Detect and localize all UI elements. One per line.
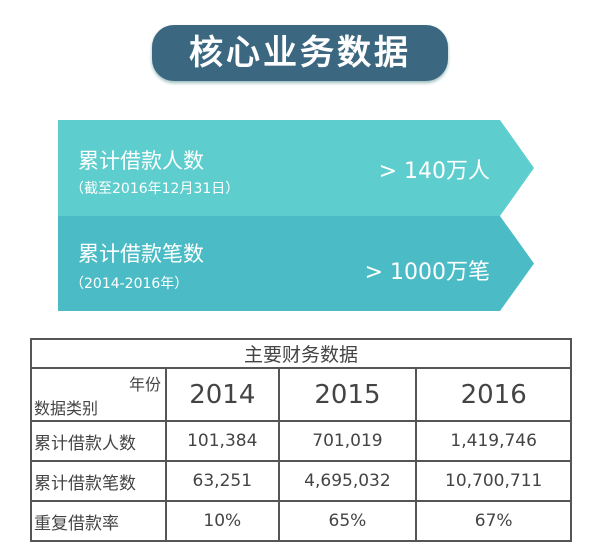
row-label: 重复借款率 xyxy=(30,500,167,542)
row-label: 累计借款人数 xyxy=(30,420,167,462)
table-row: 累计借款人数 101,384 701,019 1,419,746 xyxy=(30,420,572,462)
year-header: 2016 xyxy=(415,367,572,422)
table-cell: 101,384 xyxy=(165,420,280,462)
year-header: 2014 xyxy=(165,367,280,422)
table-cell: 10,700,711 xyxy=(415,460,572,502)
table-row: 累计借款笔数 63,251 4,695,032 10,700,711 xyxy=(30,460,572,502)
table-cell: 67% xyxy=(415,500,572,542)
table-header-row: 年份数据类别 2014 2015 2016 xyxy=(30,367,572,422)
table-cell: 701,019 xyxy=(277,420,418,462)
banner-value: > 140万人 xyxy=(378,159,490,184)
corner-bottom: 数据类别 xyxy=(34,398,99,418)
year-header: 2015 xyxy=(277,367,418,422)
banner-borrowers: 累计借款人数 （截至2016年12月31日） > 140万人 xyxy=(58,120,534,216)
financial-data-table: 主要财务数据 年份数据类别 2014 2015 2016 累计借款人数 101,… xyxy=(30,338,572,542)
corner-cell: 年份数据类别 xyxy=(30,367,167,422)
banner-note: （2014-2016年） xyxy=(70,276,189,292)
table-cell: 10% xyxy=(165,500,280,542)
table-cell: 4,695,032 xyxy=(277,460,418,502)
table-title: 主要财务数据 xyxy=(30,338,572,369)
banner-value: > 1000万笔 xyxy=(364,260,490,285)
corner-top: 年份 xyxy=(128,374,161,394)
page-title: 核心业务数据 xyxy=(152,25,448,81)
banner-label: 累计借款笔数 xyxy=(78,242,204,266)
table-cell: 65% xyxy=(277,500,418,542)
banner-label: 累计借款人数 xyxy=(78,149,204,173)
banner-loans: 累计借款笔数 （2014-2016年） > 1000万笔 xyxy=(58,216,534,311)
banner-note: （截至2016年12月31日） xyxy=(70,181,240,197)
row-label: 累计借款笔数 xyxy=(30,460,167,502)
table-cell: 1,419,746 xyxy=(415,420,572,462)
table-cell: 63,251 xyxy=(165,460,280,502)
table-row: 重复借款率 10% 65% 67% xyxy=(30,500,572,542)
